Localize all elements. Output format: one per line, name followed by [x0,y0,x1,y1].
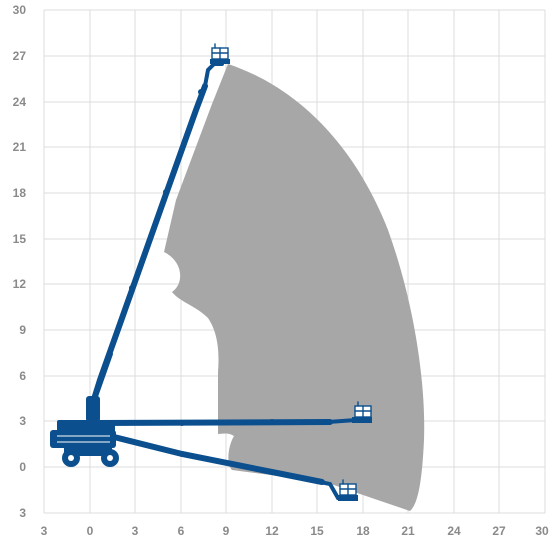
x-tick-label: 0 [87,524,94,538]
y-tick-label: 9 [19,323,26,337]
y-tick-label: 0 [19,460,26,474]
y-tick-label: 24 [13,95,27,109]
x-tick-label: 9 [223,524,230,538]
aerial-work-platform [50,43,372,501]
x-axis-labels: 3 0 3 6 9 12 15 18 21 24 27 30 [41,524,549,538]
basket-lowered [338,479,358,501]
boom-lowered [107,433,358,501]
x-tick-label: 12 [265,524,279,538]
basket-top [210,43,230,64]
x-tick-label: 24 [447,524,461,538]
y-tick-label: 3 [19,506,26,520]
y-axis-labels: 30 27 24 21 18 15 12 9 6 3 0 3 [13,3,27,520]
y-tick-label: 3 [19,414,26,428]
working-envelope [164,64,425,511]
x-tick-label: 21 [401,524,415,538]
chassis [50,396,119,467]
y-tick-label: 21 [13,140,27,154]
y-tick-label: 30 [13,3,27,17]
y-tick-label: 18 [13,186,27,200]
x-tick-label: 15 [310,524,324,538]
x-tick-label: 3 [132,524,139,538]
y-tick-label: 27 [13,49,27,63]
x-tick-label: 30 [535,524,549,538]
y-tick-label: 6 [19,369,26,383]
x-tick-label: 6 [178,524,185,538]
boom-horizontal [93,401,372,426]
x-tick-label: 27 [492,524,506,538]
y-tick-label: 12 [13,277,27,291]
basket-horizontal [352,401,372,423]
x-tick-label: 18 [356,524,370,538]
y-tick-label: 15 [13,232,27,246]
x-tick-label: 3 [41,524,48,538]
